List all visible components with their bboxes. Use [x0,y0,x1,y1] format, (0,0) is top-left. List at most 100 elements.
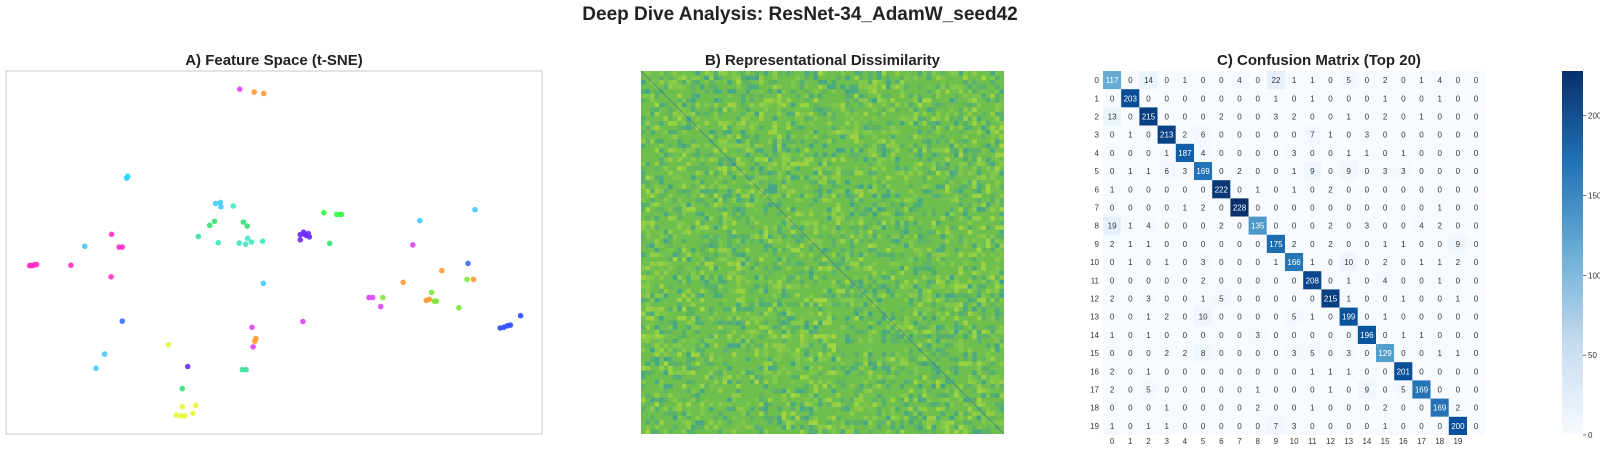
dissimilarity-cell [799,102,805,108]
dissimilarity-cell [641,80,646,85]
dissimilarity-cell [781,220,787,226]
dissimilarity-cell [686,370,691,376]
dissimilarity-cell [690,202,696,208]
dissimilarity-cell [777,266,782,271]
cm-cell-label: 0 [1292,131,1297,140]
dissimilarity-cell [641,406,646,412]
dissimilarity-cell [858,279,864,285]
dissimilarity-cell [904,402,909,407]
dissimilarity-cell [913,411,918,416]
dissimilarity-cell [913,365,918,371]
dissimilarity-cell [804,84,809,90]
dissimilarity-cell [922,397,927,403]
dissimilarity-cell [663,406,669,412]
dissimilarity-cell [795,161,800,167]
colorbar-tick-label: 100 [1588,271,1600,280]
dissimilarity-cell [718,71,723,76]
cm-cell-label: 0 [1237,295,1242,304]
dissimilarity-cell [999,193,1004,199]
dissimilarity-cell [777,406,782,412]
dissimilarity-cell [872,234,877,239]
cm-cell-label: 0 [1201,185,1206,194]
dissimilarity-cell [650,370,655,376]
dissimilarity-cell [654,397,660,403]
dissimilarity-cell [740,411,746,416]
cm-cell-label: 0 [1346,386,1351,395]
dissimilarity-cell [731,220,737,226]
dissimilarity-cell [681,98,687,103]
dissimilarity-cell [777,352,782,357]
cm-cell-label: 0 [1201,404,1206,413]
dissimilarity-cell [827,188,832,194]
dissimilarity-cell [650,252,655,258]
dissimilarity-cell [917,116,923,121]
cm-cell [1394,253,1413,272]
cm-cell-label: 0 [1237,331,1242,340]
dissimilarity-cell [772,80,778,85]
cm-cell [1448,289,1467,308]
cm-cell-label: 1 [1292,167,1297,176]
dissimilarity-cell [954,279,959,285]
dissimilarity-cell [695,361,700,366]
dissimilarity-cell [890,270,896,276]
dissimilarity-cell [985,98,991,103]
dissimilarity-cell [867,120,873,126]
cm-cell-label: 0 [1401,185,1406,194]
dissimilarity-cell [972,102,977,108]
dissimilarity-cell [781,161,787,167]
dissimilarity-cell [976,166,982,171]
dissimilarity-cell [795,302,800,307]
dissimilarity-cell [731,152,737,158]
dissimilarity-cell [758,157,764,162]
cm-cell-label: 0 [1383,204,1388,213]
dissimilarity-cell [886,375,891,380]
cm-cell [1103,143,1122,162]
dissimilarity-cell [645,220,651,226]
dissimilarity-cell [713,157,719,162]
dissimilarity-cell [681,166,687,171]
dissimilarity-cell [895,406,900,412]
cm-cell [1467,143,1486,162]
dissimilarity-cell [713,179,719,185]
dissimilarity-cell [699,406,705,412]
dissimilarity-cell [985,238,991,244]
tsne-point [101,351,108,357]
dissimilarity-cell [917,343,923,348]
dissimilarity-cell [777,107,782,112]
dissimilarity-cell [677,406,682,412]
dissimilarity-cell [863,211,868,217]
dissimilarity-cell [972,297,977,303]
dissimilarity-cell [686,266,691,271]
dissimilarity-cell [917,202,923,208]
tsne-point [218,204,224,210]
dissimilarity-cell [913,306,918,312]
dissimilarity-cell [799,316,805,321]
dissimilarity-cell [854,111,859,117]
dissimilarity-cell [954,188,959,194]
cm-cell [1139,416,1158,435]
dissimilarity-cell [904,84,909,90]
dissimilarity-cell [845,288,850,294]
dissimilarity-cell [790,329,796,335]
dissimilarity-cell [926,75,932,81]
dissimilarity-cell [981,161,986,167]
cm-cell [1157,307,1176,326]
dissimilarity-cell [758,125,764,130]
dissimilarity-cell [913,152,918,158]
cm-cell-label: 0 [1128,149,1133,158]
cm-cell [1121,416,1140,435]
dissimilarity-cell [804,302,809,307]
cm-cell-label: 0 [1128,113,1133,122]
tsne-point [244,223,250,229]
dissimilarity-cell [799,388,805,394]
dissimilarity-cell [935,311,941,317]
dissimilarity-cell [917,424,923,430]
cm-cell-label: 0 [1474,367,1479,376]
dissimilarity-cell [772,266,778,271]
dissimilarity-cell [926,420,932,425]
dissimilarity-cell [777,302,782,307]
dissimilarity-cell [908,393,914,398]
dissimilarity-cell [763,275,769,280]
cm-cell [1430,234,1449,253]
dissimilarity-cell [913,257,918,262]
